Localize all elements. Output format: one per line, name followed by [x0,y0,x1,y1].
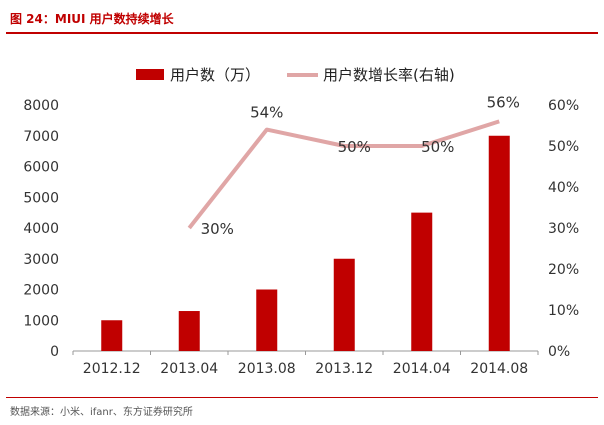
growth-label-2013.08: 54% [250,104,283,122]
bar-2013.08 [256,289,278,351]
y-left-tick-label: 7000 [23,129,59,145]
y-left-tick-label: 3000 [23,252,59,268]
axes: 2012.12 2013.04 2013.08 2013.12 2014.04 2014.… [23,98,579,377]
growth-label-2013.12: 50% [338,138,371,156]
y-right-tick-label: 0% [548,344,570,360]
bar-2012.12 [101,320,123,351]
y-right-tick-label: 60% [548,98,579,114]
y-right-tick-label: 30% [548,221,579,237]
growth-label-2014.04: 50% [421,138,454,156]
y-right-tick-label: 20% [548,262,579,278]
x-tick-label: 2013.04 [160,361,218,377]
bar-2013.12 [333,258,355,351]
x-tick-label: 2013.12 [315,361,373,377]
y-right-tick-label: 40% [548,180,579,196]
y-left-tick-label: 4000 [23,221,59,237]
footer-divider [6,397,598,398]
title-divider [6,32,598,34]
bar-2014.08 [488,135,510,351]
y-right-tick-label: 50% [548,139,579,155]
legend-swatch-bar [136,69,164,80]
figure-title: 图 24：MIUI 用户数持续增长 [10,12,174,26]
legend-label-line: 用户数增长率(右轴) [323,66,455,84]
bar-2013.04 [178,311,200,351]
y-left-tick-label: 8000 [23,98,59,114]
data-labels: 30% 54% 50% 50% 56% [201,93,520,238]
y-right-tick-label: 10% [548,303,579,319]
x-tick-label: 2013.08 [238,361,296,377]
legend-label-bar: 用户数（万） [170,66,260,84]
source-note: 数据来源：小米、ifanr、东方证券研究所 [10,407,193,418]
growth-label-2013.04: 30% [201,220,234,238]
x-tick-label: 2014.04 [393,361,451,377]
y-left-tick-label: 6000 [23,160,59,176]
x-tick-label: 2012.12 [83,361,141,377]
y-left-tick-label: 5000 [23,190,59,206]
bar-2014.04 [411,212,433,351]
y-left-tick-label: 2000 [23,283,59,299]
x-tick-label: 2014.08 [470,361,528,377]
growth-label-2014.08: 56% [487,93,520,111]
growth-line [187,119,500,230]
legend: 用户数（万） 用户数增长率(右轴) [136,66,455,84]
bars [101,135,510,351]
y-left-tick-label: 1000 [23,313,59,329]
growth-line-path [187,119,500,230]
y-left-tick-label: 0 [50,344,59,360]
